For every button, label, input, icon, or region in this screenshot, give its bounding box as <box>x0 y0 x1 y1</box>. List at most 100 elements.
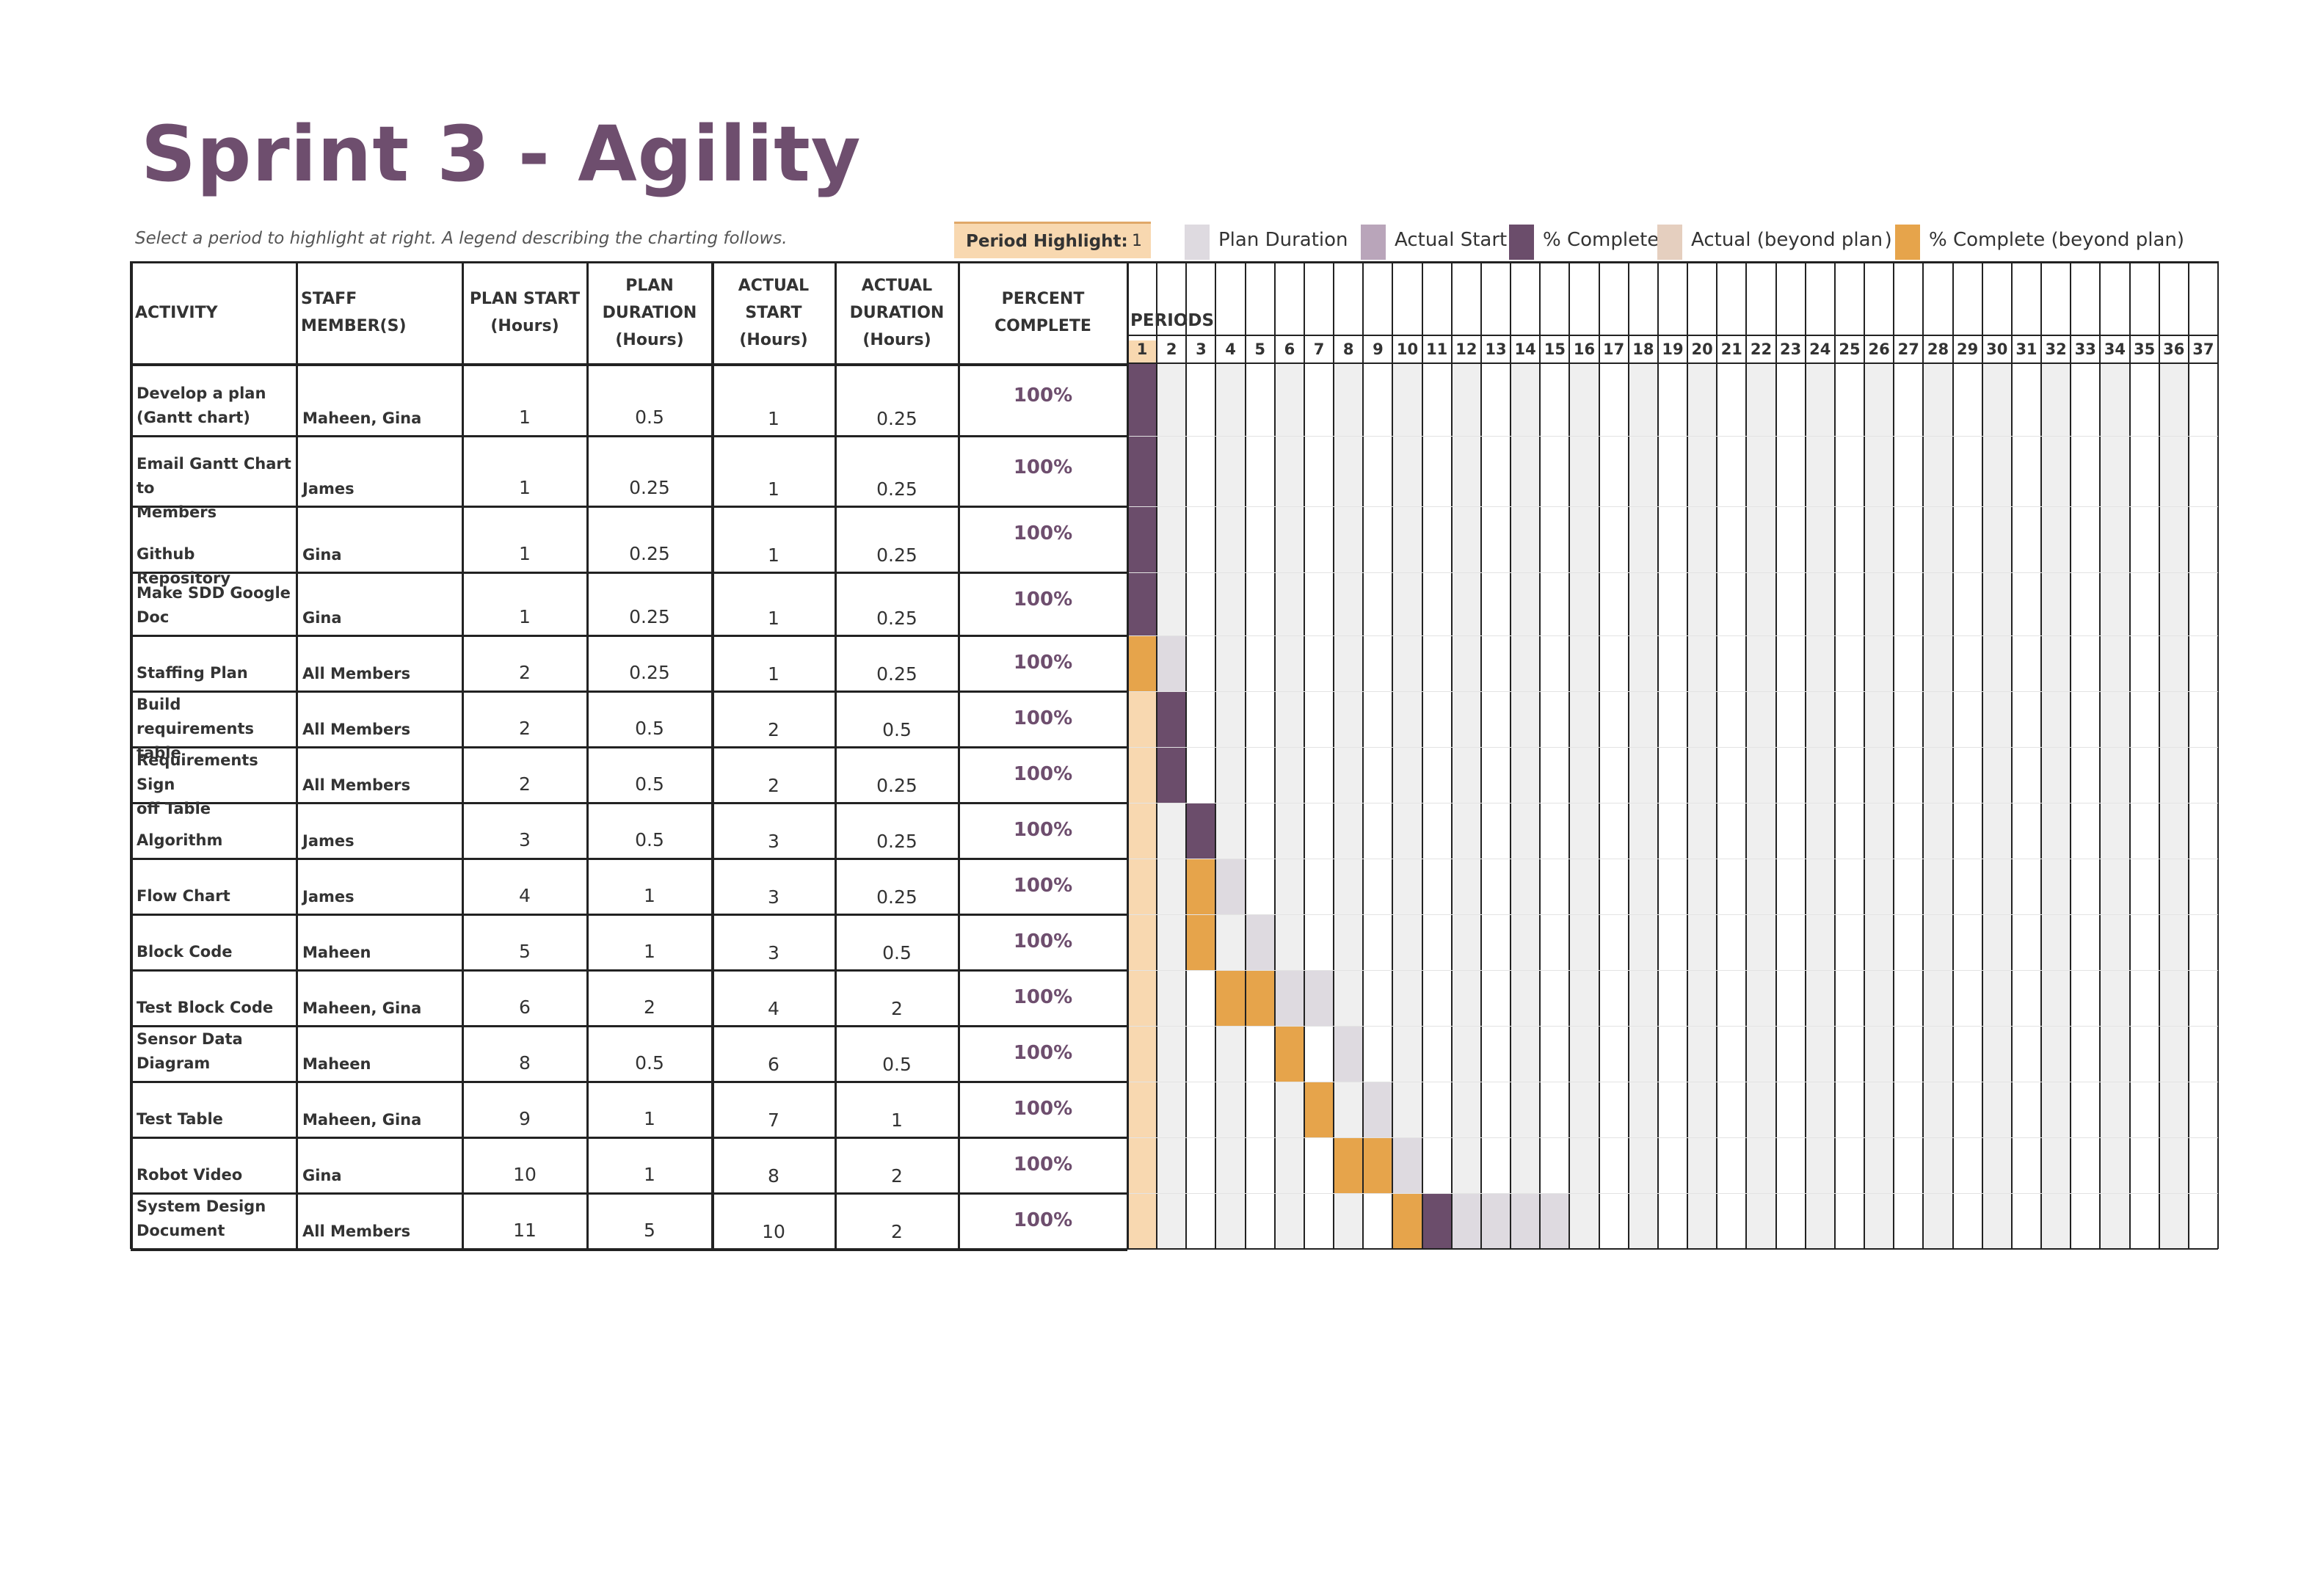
column-border <box>1127 261 1129 1249</box>
period-number[interactable]: 30 <box>1986 340 2008 358</box>
plan-start-value: 2 <box>519 773 531 795</box>
percent-complete-bar <box>1127 436 1157 506</box>
period-divider <box>2040 261 2043 1249</box>
period-number[interactable]: 26 <box>1868 340 1890 358</box>
activity-name-line: Document <box>137 1222 225 1239</box>
actual-duration-header: ACTUAL DURATION (Hours) <box>835 261 959 364</box>
period-number[interactable]: 18 <box>1632 340 1654 358</box>
column-border <box>711 261 714 1249</box>
period-column-shade <box>1569 364 1599 1249</box>
period-number[interactable]: 25 <box>1839 340 1861 358</box>
activity-name: Algorithm <box>137 828 294 853</box>
plan-duration-bar <box>1511 1193 1541 1249</box>
period-number[interactable]: 36 <box>2163 340 2185 358</box>
staff-members: James <box>302 888 355 906</box>
period-number[interactable]: 28 <box>1927 340 1949 358</box>
row-border <box>131 690 1127 693</box>
column-border <box>835 261 837 1249</box>
staff-members: All Members <box>302 721 411 738</box>
actual-duration-value: 0.25 <box>876 831 917 852</box>
period-highlight-box[interactable]: Period Highlight: 1 <box>954 222 1151 258</box>
period-number[interactable]: 21 <box>1720 340 1742 358</box>
period-number[interactable]: 23 <box>1780 340 1802 358</box>
gantt-row-line <box>1127 1137 2218 1138</box>
plan-duration-value: 0.5 <box>635 773 664 795</box>
plan-duration-bar <box>1540 1193 1570 1249</box>
percent-complete-bar <box>1157 691 1187 747</box>
actual-start-value: 2 <box>768 719 779 740</box>
period-number[interactable]: 4 <box>1225 340 1236 358</box>
actual-duration-value: 0.25 <box>876 408 917 429</box>
period-number[interactable]: 33 <box>2074 340 2096 358</box>
staff-members: Gina <box>302 609 342 627</box>
activity-name-line: Robot Video <box>137 1166 243 1184</box>
activity-name: Develop a plan (Gantt chart) <box>137 382 294 430</box>
gantt-row-line <box>1127 635 2218 636</box>
header-line: DURATION <box>849 303 945 322</box>
plan-duration-bar <box>1334 1026 1364 1082</box>
period-number[interactable]: 17 <box>1603 340 1625 358</box>
period-number[interactable]: 2 <box>1166 340 1177 358</box>
period-number[interactable]: 22 <box>1750 340 1773 358</box>
period-number[interactable]: 35 <box>2133 340 2156 358</box>
activity-name: Block Code <box>137 940 294 964</box>
period-number[interactable]: 32 <box>2045 340 2067 358</box>
row-border <box>131 914 1127 916</box>
period-number[interactable]: 24 <box>1809 340 1831 358</box>
period-number[interactable]: 14 <box>1514 340 1536 358</box>
gantt-row-line <box>1127 803 2218 804</box>
period-number[interactable]: 34 <box>2104 340 2126 358</box>
period-divider <box>1922 261 1924 1249</box>
percent-complete-value: 100% <box>1013 707 1073 729</box>
gantt-right-border <box>2217 261 2219 1249</box>
plan-duration-value: 0.25 <box>629 606 670 627</box>
period-divider <box>1333 261 1335 1249</box>
header-line: START <box>745 303 802 322</box>
period-divider <box>1893 261 1895 1249</box>
period-number[interactable]: 5 <box>1254 340 1266 358</box>
instructions-text: Select a period to highlight at right. A… <box>135 229 788 248</box>
period-number[interactable]: 8 <box>1342 340 1354 358</box>
period-divider <box>1185 261 1188 1249</box>
period-number[interactable]: 20 <box>1691 340 1713 358</box>
period-number[interactable]: 31 <box>2015 340 2037 358</box>
period-number[interactable]: 29 <box>1956 340 1979 358</box>
header-line: (Hours) <box>862 330 931 349</box>
period-number[interactable]: 1 <box>1136 340 1148 358</box>
period-number[interactable]: 19 <box>1662 340 1684 358</box>
percent-complete-beyond-bar <box>1334 1137 1364 1193</box>
period-number[interactable]: 15 <box>1544 340 1566 358</box>
actual-duration-value: 1 <box>891 1109 903 1131</box>
period-divider <box>1745 261 1748 1249</box>
actual-start-value: 10 <box>762 1221 785 1242</box>
legend-plan-duration-swatch <box>1185 225 1210 260</box>
percent-complete-beyond-bar <box>1186 859 1216 914</box>
period-number[interactable]: 11 <box>1426 340 1448 358</box>
period-number[interactable]: 6 <box>1284 340 1295 358</box>
period-number[interactable]: 13 <box>1485 340 1507 358</box>
header-line: PLAN START <box>469 290 581 308</box>
percent-complete-beyond-bar <box>1392 1193 1422 1249</box>
period-column-shade <box>1511 364 1541 1249</box>
period-number[interactable]: 3 <box>1196 340 1207 358</box>
period-column-shade <box>1923 364 1953 1249</box>
period-number[interactable]: 7 <box>1313 340 1325 358</box>
period-number[interactable]: 12 <box>1455 340 1477 358</box>
period-number[interactable]: 27 <box>1897 340 1919 358</box>
period-number[interactable]: 9 <box>1373 340 1384 358</box>
actual-duration-value: 0.25 <box>876 775 917 796</box>
actual-duration-value: 0.25 <box>876 886 917 908</box>
period-divider <box>1392 261 1394 1249</box>
activity-name-line: Test Table <box>137 1110 223 1128</box>
period-divider <box>2070 261 2072 1249</box>
period-number[interactable]: 37 <box>2192 340 2214 358</box>
gantt-row-line <box>1127 914 2218 915</box>
plan-duration-bar <box>1304 970 1334 1026</box>
activity-name: Requirements Sign off Table <box>137 748 294 821</box>
period-number[interactable]: 16 <box>1573 340 1596 358</box>
period-number[interactable]: 10 <box>1396 340 1419 358</box>
legend-complete-beyond-swatch <box>1895 225 1920 260</box>
period-highlight-input[interactable]: 1 <box>1132 232 1142 250</box>
period-column-shade <box>1746 364 1776 1249</box>
